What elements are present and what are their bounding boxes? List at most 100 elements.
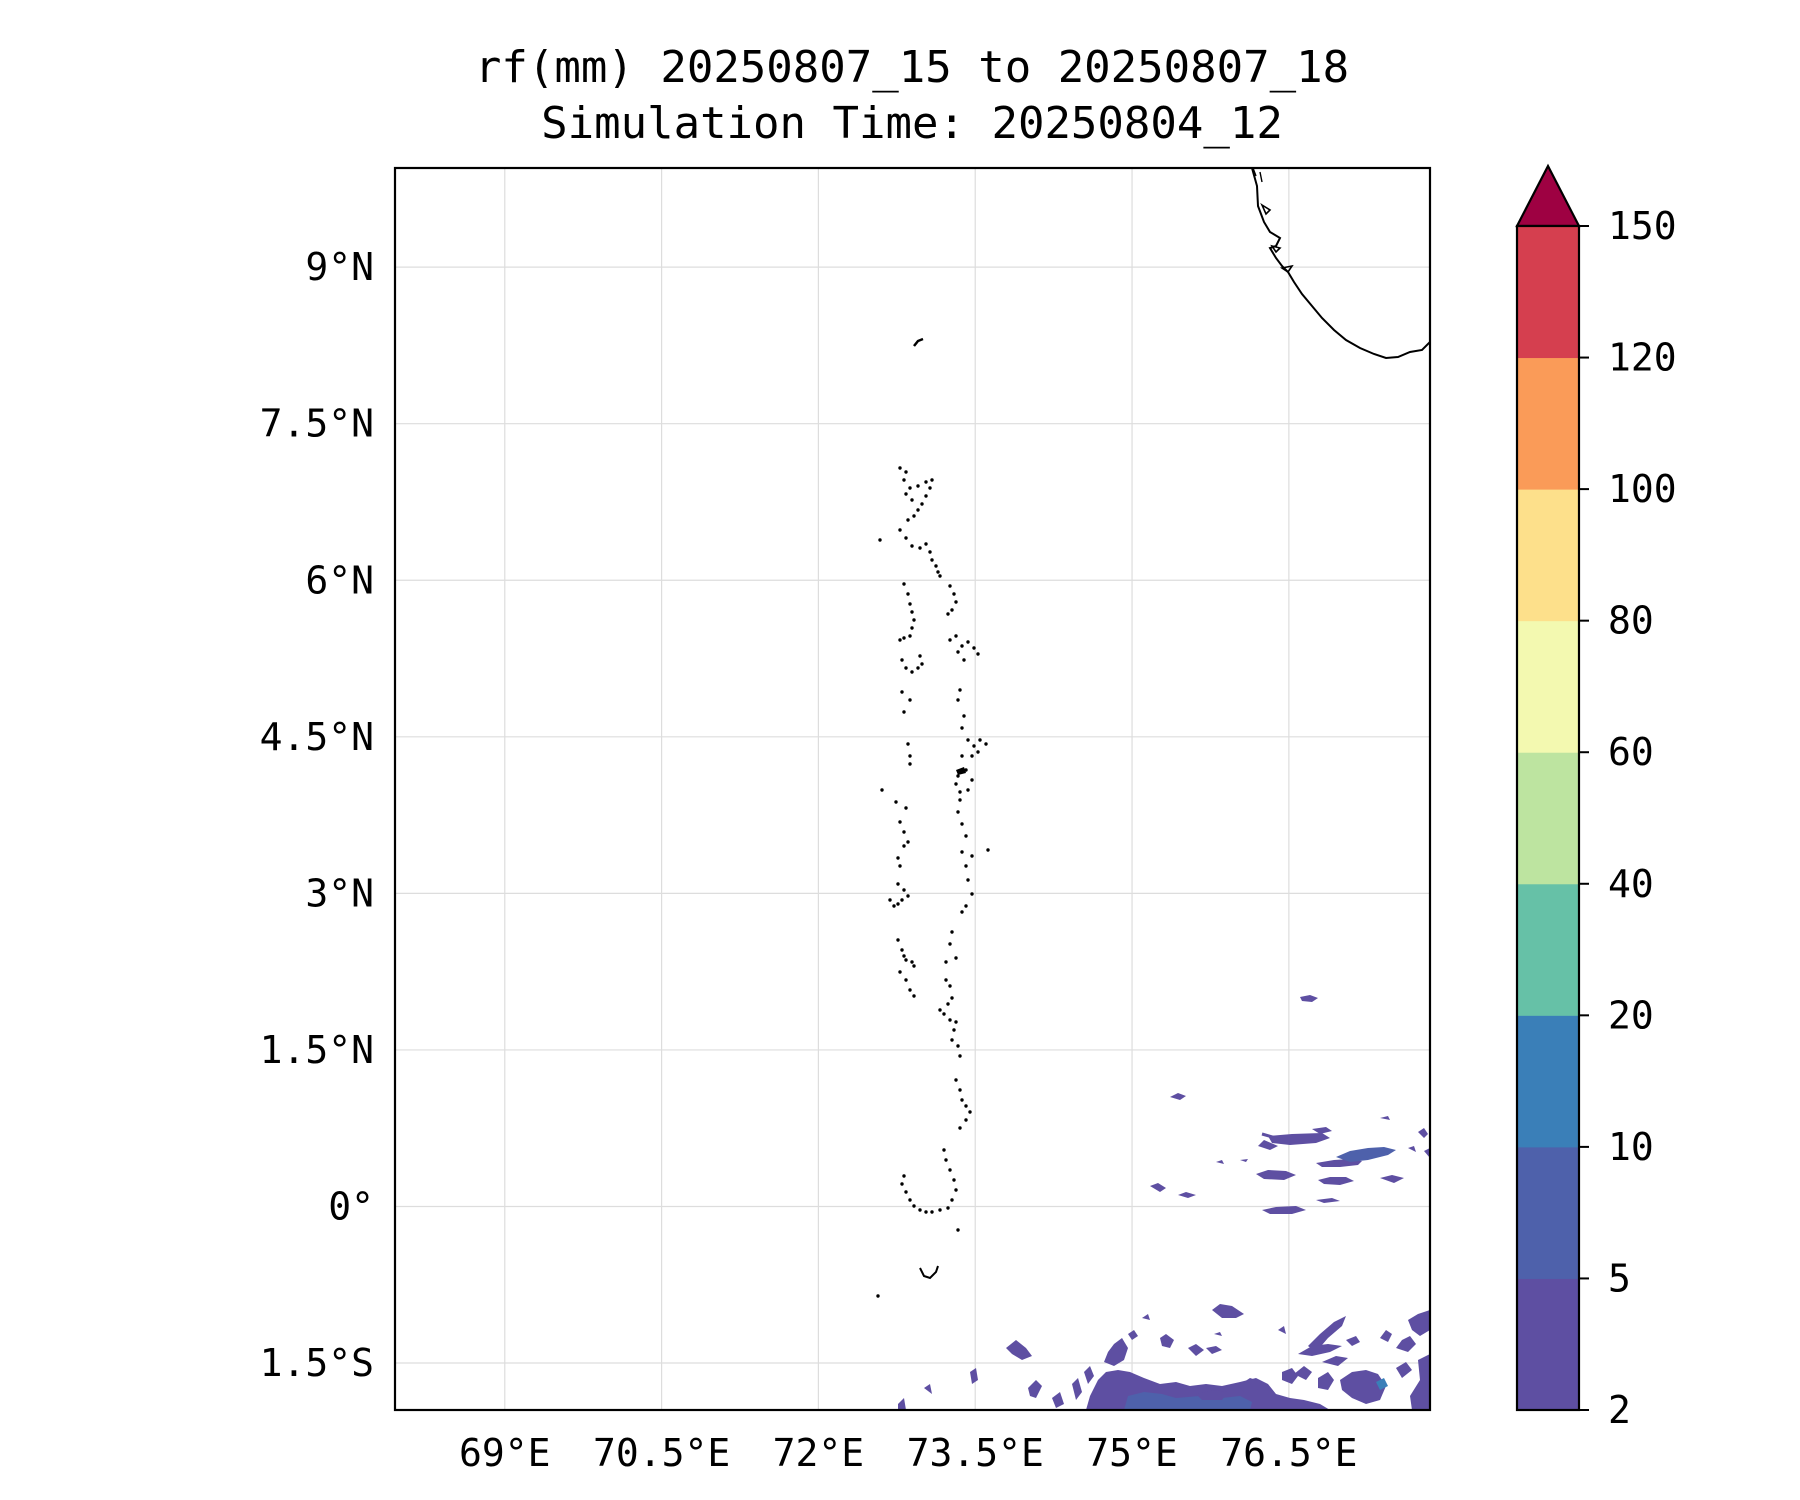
island-dot: [900, 948, 904, 952]
island-dot: [964, 904, 968, 908]
island-dot: [964, 834, 968, 838]
island-dot: [942, 1012, 946, 1016]
island-dot: [904, 492, 908, 496]
island-dot: [908, 988, 912, 992]
island-dot: [956, 698, 960, 702]
island-dot: [960, 822, 964, 826]
colorbar: 2 5 10 20 40 60 80 100 120 150: [1515, 163, 1677, 1432]
island-dot: [908, 486, 912, 490]
island-dot: [962, 714, 966, 718]
island-dot: [912, 1204, 916, 1208]
island-dot: [952, 1028, 956, 1032]
island-dot: [896, 882, 900, 886]
island-dot: [900, 1182, 904, 1186]
island-dot: [984, 742, 988, 746]
island-dot: [946, 612, 950, 616]
colorbar-block: [1517, 883, 1579, 1016]
island-dot: [902, 478, 906, 482]
island-dot: [898, 820, 902, 824]
island-dot: [954, 956, 958, 960]
island-dot: [902, 844, 906, 848]
island-dot: [958, 1054, 962, 1058]
island-dot: [958, 688, 962, 692]
colorbar-block: [1517, 620, 1579, 753]
island-dot: [928, 550, 932, 554]
island-dot: [956, 810, 960, 814]
colorbar-tick-label: 5: [1608, 1256, 1631, 1300]
male-atoll-island: [956, 767, 966, 775]
island-dot: [916, 508, 920, 512]
colorbar-tick-label: 100: [1608, 467, 1677, 511]
island-dot: [902, 710, 906, 714]
colorbar-frame: [1515, 224, 1581, 1412]
island-dot: [954, 600, 958, 604]
island-dot: [936, 570, 940, 574]
island-dot: [938, 574, 942, 578]
colorbar-tick-label: 40: [1608, 862, 1654, 906]
island-dot: [976, 750, 980, 754]
island-dot: [966, 738, 970, 742]
island-dot: [970, 778, 974, 782]
island-dot: [948, 1168, 952, 1172]
island-dot: [944, 1158, 948, 1162]
island-dot: [910, 544, 914, 548]
island-dot: [930, 558, 934, 562]
island-dot: [902, 830, 906, 834]
island-dot: [950, 1198, 954, 1202]
colorbar-block: [1517, 357, 1579, 490]
island-dot: [924, 494, 928, 498]
island-dot: [912, 994, 916, 998]
island-dot: [948, 942, 952, 946]
colorbar-tick-label: 2: [1608, 1388, 1631, 1432]
india-coast-detail: [1252, 168, 1263, 183]
y-tick-label: 0°: [328, 1184, 374, 1228]
island-dot: [930, 1210, 934, 1214]
map-features: [876, 168, 1430, 1410]
island-dot: [956, 774, 960, 778]
island-dot: [956, 1228, 960, 1232]
island-dot: [934, 564, 938, 568]
island-dot: [900, 898, 904, 902]
colorbar-block: [1517, 1015, 1579, 1148]
x-tick-label: 76.5°E: [1220, 1431, 1357, 1475]
island-dot: [950, 996, 954, 1000]
island-dot: [948, 584, 952, 588]
x-axis-tick-labels: 69°E 70.5°E 72°E 73.5°E 75°E 76.5°E: [459, 1431, 1357, 1475]
island-dot: [908, 1198, 912, 1202]
island-dot: [904, 536, 908, 540]
title-line-1: rf(mm) 20250807_15 to 20250807_18: [475, 42, 1349, 93]
island-dot: [902, 888, 906, 892]
island-dot: [948, 1018, 952, 1022]
x-tick-label: 73.5°E: [907, 1431, 1044, 1475]
island-dot: [898, 466, 902, 470]
island-dot: [896, 902, 900, 906]
island-dot: [910, 670, 914, 674]
island-dot: [916, 484, 920, 488]
island-dot: [906, 592, 910, 596]
island-dot: [894, 800, 898, 804]
island-dot: [908, 754, 912, 758]
island-dot: [964, 1118, 968, 1122]
island-dot: [956, 650, 960, 654]
island-dot: [950, 930, 954, 934]
colorbar-block: [1517, 489, 1579, 622]
island-dot: [956, 1044, 960, 1048]
island-dot: [938, 1208, 942, 1212]
island-dot: [904, 666, 908, 670]
island-dot: [902, 1174, 906, 1178]
plot-frame: [393, 166, 1432, 1412]
island-dot: [908, 698, 912, 702]
island-dot: [910, 626, 914, 630]
island-dot: [918, 546, 922, 550]
island-dot: [896, 856, 900, 860]
island-dot: [960, 754, 964, 758]
island-dot: [948, 984, 952, 988]
island-dot: [896, 938, 900, 942]
island-dot: [966, 878, 970, 882]
island-dot: [954, 782, 958, 786]
colorbar-extend-triangle: [1515, 163, 1581, 228]
island-dot: [904, 470, 908, 474]
island-dot: [898, 970, 902, 974]
island-dot: [970, 854, 974, 858]
